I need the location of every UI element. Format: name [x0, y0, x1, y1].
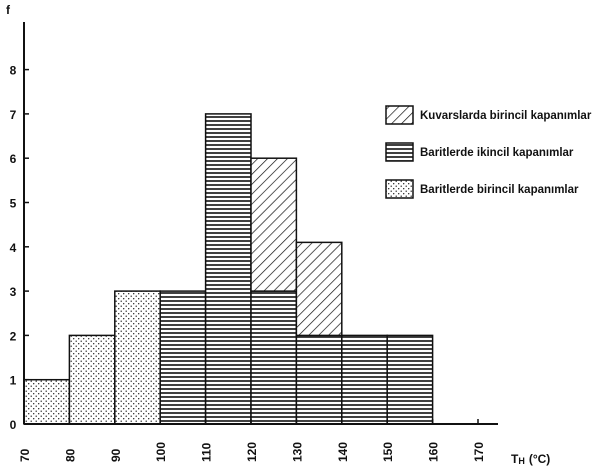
x-tick-label-120: 120 — [245, 442, 259, 462]
bar-dots-90-100 — [114, 290, 161, 425]
bar-diagonal-lines-120-130 — [250, 157, 298, 292]
y-tick-label-5: 5 — [10, 197, 17, 211]
x-tick-label-130: 130 — [290, 442, 304, 462]
legend-swatch-dots — [385, 179, 414, 199]
x-tick-label-140: 140 — [336, 442, 350, 462]
x-axis-label-unit: (°C) — [529, 452, 550, 466]
x-tick-label-90: 90 — [109, 448, 123, 462]
x-tick-label-170: 170 — [472, 442, 486, 462]
x-axis-label-sub: H — [518, 456, 525, 466]
x-axis-label: TH (°C) — [511, 452, 550, 466]
legend-label-baritlerde-ikincil-kapan-mlar: Baritlerde ikincil kapanımlar — [420, 147, 574, 159]
y-axis-label: f — [6, 3, 11, 17]
y-tick-label-2: 2 — [10, 329, 17, 343]
x-tick-label-70: 70 — [18, 448, 32, 462]
bar-horizontal-lines-100-110 — [159, 290, 207, 425]
y-tick-label-6: 6 — [10, 152, 17, 166]
legend-label-baritlerde-birincil-kapan-mlar: Baritlerde birincil kapanımlar — [420, 184, 579, 196]
legend-swatch-horizontal-lines — [385, 142, 414, 162]
y-tick-label-4: 4 — [10, 241, 17, 255]
y-tick-label-7: 7 — [10, 108, 17, 122]
y-tick-label-8: 8 — [10, 64, 17, 78]
y-tick-label-0: 0 — [10, 418, 17, 432]
x-tick-label-80: 80 — [63, 448, 77, 462]
x-tick-label-100: 100 — [154, 442, 168, 462]
legend-label-kuvarslarda-birincil-kapan-mlar: Kuvarslarda birincil kapanımlar — [420, 110, 592, 122]
bar-dots-70-80 — [23, 378, 71, 425]
axes — [23, 22, 498, 425]
bars-layer — [23, 113, 434, 425]
x-tick-label-150: 150 — [381, 442, 395, 462]
bar-dots-80-90 — [68, 334, 116, 425]
bar-horizontal-lines-150-160 — [386, 334, 434, 425]
x-axis-label-main: T — [511, 452, 519, 466]
y-tick-label-3: 3 — [10, 285, 17, 299]
bar-diagonal-lines-130-140 — [295, 241, 343, 337]
y-tick-label-1: 1 — [10, 374, 17, 388]
legend-swatch-diagonal-lines — [385, 105, 414, 125]
bar-horizontal-lines-110-120 — [204, 113, 252, 425]
bar-horizontal-lines-140-150 — [341, 334, 388, 425]
x-tick-label-110: 110 — [200, 442, 214, 462]
x-ticks: 70 80 90 100 110 120 130 140 150 160 170 — [18, 419, 486, 462]
legend: Kuvarslarda birincil kapanımlar Baritlerd… — [385, 105, 592, 199]
bar-horizontal-lines-120-130 — [250, 290, 298, 425]
x-tick-label-160: 160 — [427, 442, 441, 462]
y-ticks: 0 1 2 3 4 5 6 7 8 — [10, 64, 29, 432]
bar-horizontal-lines-130-140 — [295, 334, 343, 425]
